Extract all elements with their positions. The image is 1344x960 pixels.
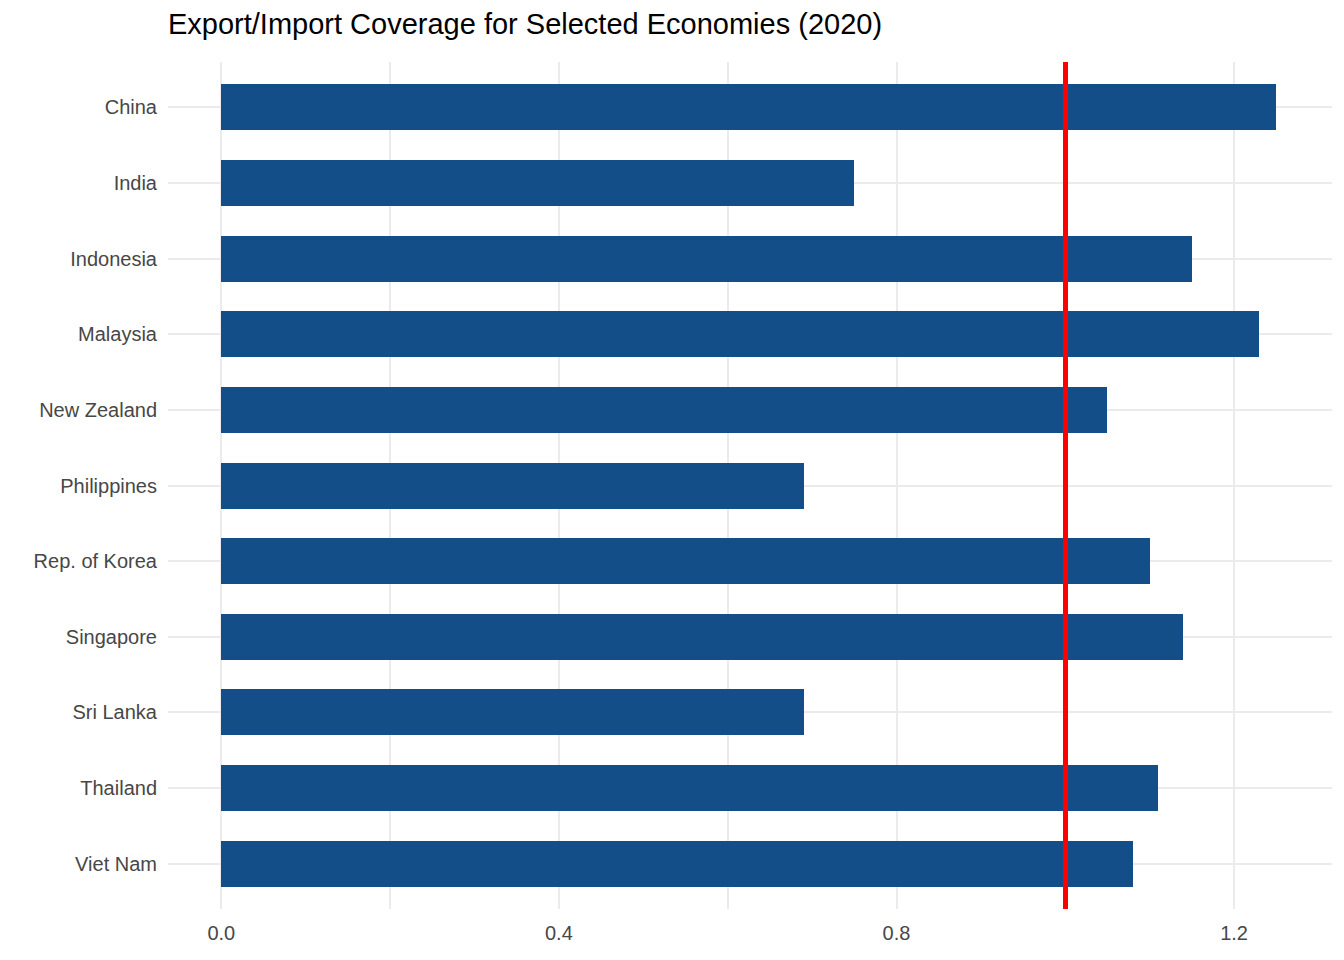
bar-sri-lanka — [221, 689, 803, 735]
category-label-malaysia: Malaysia — [0, 320, 157, 348]
category-label-new-zealand: New Zealand — [0, 396, 157, 424]
x-tick-label: 0.8 — [857, 920, 937, 946]
reference-line — [1063, 62, 1068, 909]
bar-philippines — [221, 463, 803, 509]
category-label-philippines: Philippines — [0, 472, 157, 500]
bar-new-zealand — [221, 387, 1107, 433]
category-label-thailand: Thailand — [0, 774, 157, 802]
x-tick-label: 0.4 — [519, 920, 599, 946]
bar-malaysia — [221, 311, 1259, 357]
category-label-rep-of-korea: Rep. of Korea — [0, 547, 157, 575]
x-tick-label: 1.2 — [1194, 920, 1274, 946]
category-label-sri-lanka: Sri Lanka — [0, 698, 157, 726]
category-label-indonesia: Indonesia — [0, 245, 157, 273]
bar-indonesia — [221, 236, 1192, 282]
bar-rep-of-korea — [221, 538, 1149, 584]
category-label-viet-nam: Viet Nam — [0, 850, 157, 878]
bar-china — [221, 84, 1276, 130]
chart-title: Export/Import Coverage for Selected Econ… — [168, 8, 882, 41]
bar-india — [221, 160, 854, 206]
category-label-china: China — [0, 93, 157, 121]
bar-thailand — [221, 765, 1158, 811]
chart-figure: Export/Import Coverage for Selected Econ… — [0, 0, 1344, 960]
category-label-singapore: Singapore — [0, 623, 157, 651]
x-tick-label: 0.0 — [181, 920, 261, 946]
bar-singapore — [221, 614, 1183, 660]
bar-viet-nam — [221, 841, 1133, 887]
category-label-india: India — [0, 169, 157, 197]
plot-panel — [168, 62, 1332, 909]
